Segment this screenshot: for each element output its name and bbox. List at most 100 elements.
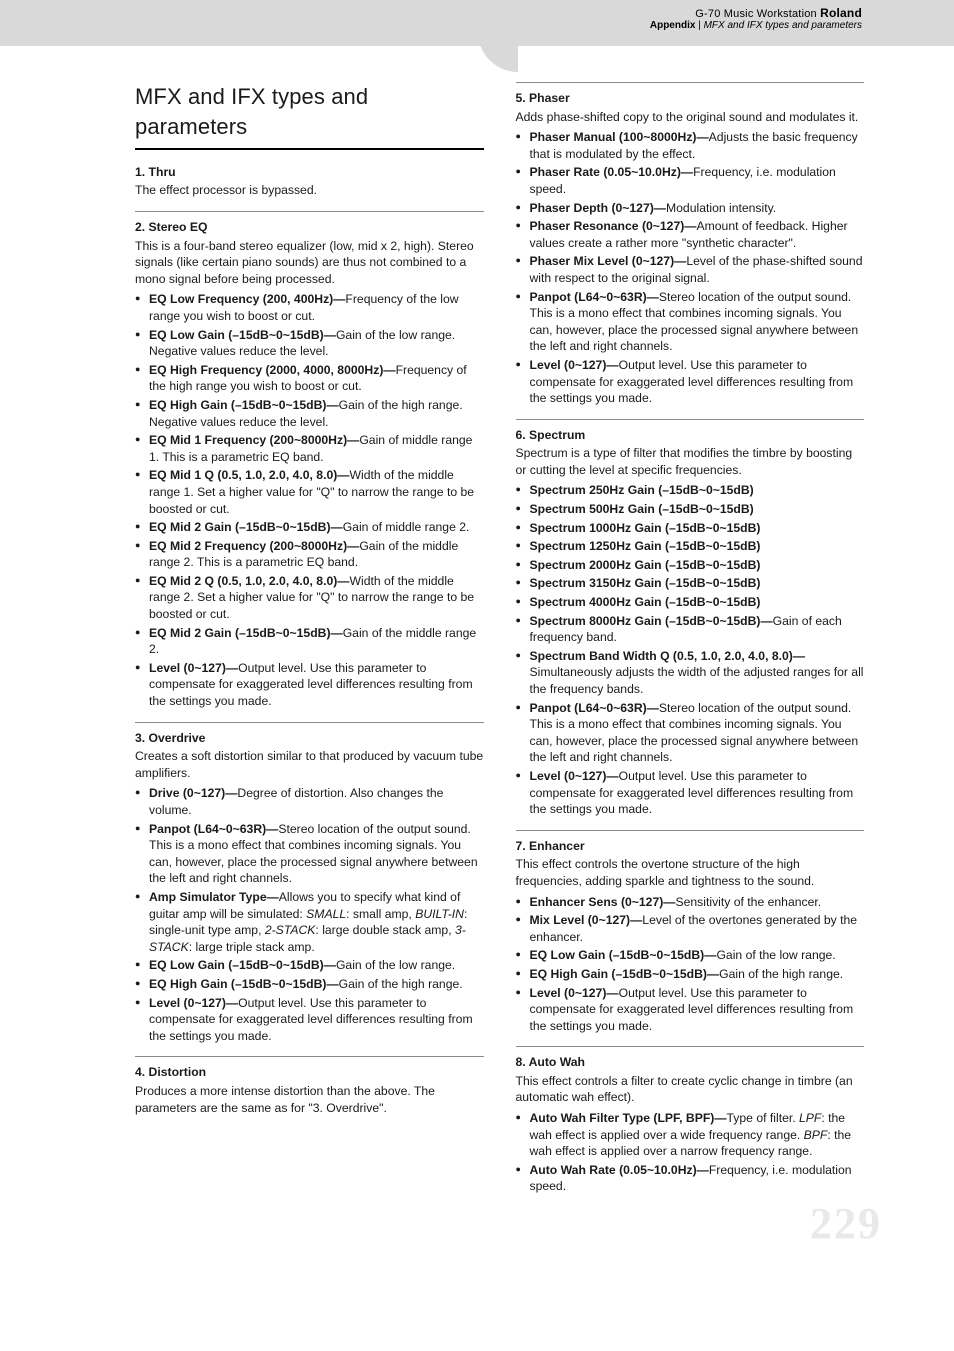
section-title: 6. Spectrum xyxy=(516,427,865,444)
param-item: Amp Simulator Type—Allows you to specify… xyxy=(135,889,484,955)
section-intro: The effect processor is bypassed. xyxy=(135,182,484,199)
param-item: EQ High Frequency (2000, 4000, 8000Hz)—F… xyxy=(135,362,484,395)
param-list: Spectrum 250Hz Gain (–15dB~0~15dB) Spectr… xyxy=(516,482,865,817)
param-name: EQ Mid 2 Gain (–15dB~0~15dB)— xyxy=(149,626,343,640)
param-item: Panpot (L64~0~63R)—Stereo location of th… xyxy=(516,289,865,355)
right-sections: 5. PhaserAdds phase-shifted copy to the … xyxy=(516,90,865,1195)
param-name: EQ Low Frequency (200, 400Hz)— xyxy=(149,292,345,306)
param-name: Phaser Depth (0~127)— xyxy=(530,201,667,215)
section-intro: This is a four-band stereo equalizer (lo… xyxy=(135,238,484,288)
param-item: EQ Mid 2 Q (0.5, 1.0, 2.0, 4.0, 8.0)—Wid… xyxy=(135,573,484,623)
param-item: Spectrum 4000Hz Gain (–15dB~0~15dB) xyxy=(516,594,865,611)
param-name: Spectrum Band Width Q (0.5, 1.0, 2.0, 4.… xyxy=(530,649,806,663)
param-desc: Simultaneously adjusts the width of the … xyxy=(530,665,864,696)
param-desc: Gain of the low range. xyxy=(336,958,455,972)
param-item: EQ Mid 2 Gain (–15dB~0~15dB)—Gain of mid… xyxy=(135,519,484,536)
param-name: EQ High Gain (–15dB~0~15dB)— xyxy=(149,977,339,991)
param-item: EQ Mid 1 Q (0.5, 1.0, 2.0, 4.0, 8.0)—Wid… xyxy=(135,467,484,517)
param-item: EQ Mid 2 Gain (–15dB~0~15dB)—Gain of the… xyxy=(135,625,484,658)
param-desc: Gain of middle range 2. xyxy=(343,520,470,534)
param-name: Level (0~127)— xyxy=(149,996,238,1010)
param-name: EQ High Frequency (2000, 4000, 8000Hz)— xyxy=(149,363,396,377)
header-product: G-70 Music Workstation xyxy=(695,8,817,20)
param-name: Spectrum 8000Hz Gain (–15dB~0~15dB)— xyxy=(530,614,773,628)
param-item: Panpot (L64~0~63R)—Stereo location of th… xyxy=(516,700,865,766)
section-s8: 8. Auto Wah This effect controls a filter… xyxy=(516,1054,865,1195)
param-name: EQ High Gain (–15dB~0~15dB)— xyxy=(149,398,339,412)
param-name: EQ Mid 2 Q (0.5, 1.0, 2.0, 4.0, 8.0)— xyxy=(149,574,350,588)
param-item: Auto Wah Filter Type (LPF, BPF)—Type of … xyxy=(516,1110,865,1160)
param-name: EQ Mid 2 Frequency (200~8000Hz)— xyxy=(149,539,359,553)
param-desc: Gain of the low range. xyxy=(716,948,835,962)
param-item: EQ High Gain (–15dB~0~15dB)—Gain of the … xyxy=(516,966,865,983)
param-name: Spectrum 3150Hz Gain (–15dB~0~15dB) xyxy=(530,576,761,590)
param-list: Drive (0~127)—Degree of distortion. Also… xyxy=(135,785,484,1044)
param-item: Level (0~127)—Output level. Use this par… xyxy=(135,995,484,1045)
section-divider xyxy=(135,211,484,212)
param-item: Auto Wah Rate (0.05~10.0Hz)—Frequency, i… xyxy=(516,1162,865,1195)
param-item: Spectrum 8000Hz Gain (–15dB~0~15dB)—Gain… xyxy=(516,613,865,646)
param-name: EQ High Gain (–15dB~0~15dB)— xyxy=(530,967,720,981)
param-item: Phaser Mix Level (0~127)—Level of the ph… xyxy=(516,253,865,286)
param-item: EQ Low Gain (–15dB~0~15dB)—Gain of the l… xyxy=(516,947,865,964)
header-text: G-70 Music Workstation Roland Appendix |… xyxy=(650,6,862,31)
param-name: Level (0~127)— xyxy=(530,986,619,1000)
section-intro: Creates a soft distortion similar to tha… xyxy=(135,748,484,781)
param-desc: Modulation intensity. xyxy=(666,201,776,215)
param-desc: Gain of the high range. xyxy=(719,967,843,981)
param-name: Auto Wah Rate (0.05~10.0Hz)— xyxy=(530,1163,709,1177)
section-title: 2. Stereo EQ xyxy=(135,219,484,236)
param-name: EQ Low Gain (–15dB~0~15dB)— xyxy=(149,328,336,342)
param-name: Level (0~127)— xyxy=(530,358,619,372)
section-title: 4. Distortion xyxy=(135,1064,484,1081)
param-item: EQ Low Gain (–15dB~0~15dB)—Gain of the l… xyxy=(135,327,484,360)
param-item: Spectrum 250Hz Gain (–15dB~0~15dB) xyxy=(516,482,865,499)
page-root: G-70 Music Workstation Roland Appendix |… xyxy=(0,0,954,1267)
section-s6: 6. SpectrumSpectrum is a type of filter … xyxy=(516,427,865,818)
section-intro: Spectrum is a type of filter that modifi… xyxy=(516,445,865,478)
section-title: 8. Auto Wah xyxy=(516,1054,865,1071)
param-item: Mix Level (0~127)—Level of the overtones… xyxy=(516,912,865,945)
param-item: Level (0~127)—Output level. Use this par… xyxy=(516,985,865,1035)
param-name: Mix Level (0~127)— xyxy=(530,913,643,927)
param-name: Amp Simulator Type— xyxy=(149,890,279,904)
section-divider xyxy=(135,1056,484,1057)
param-item: Level (0~127)—Output level. Use this par… xyxy=(516,768,865,818)
section-intro: Adds phase-shifted copy to the original … xyxy=(516,109,865,126)
param-item: Spectrum 1000Hz Gain (–15dB~0~15dB) xyxy=(516,520,865,537)
header-band: G-70 Music Workstation Roland Appendix |… xyxy=(0,0,954,46)
param-item: EQ Mid 2 Frequency (200~8000Hz)—Gain of … xyxy=(135,538,484,571)
param-name: EQ Mid 1 Frequency (200~8000Hz)— xyxy=(149,433,359,447)
left-sections: 1. ThruThe effect processor is bypassed.… xyxy=(135,164,484,1116)
param-item: Spectrum 500Hz Gain (–15dB~0~15dB) xyxy=(516,501,865,518)
param-name: EQ Low Gain (–15dB~0~15dB)— xyxy=(530,948,717,962)
param-name: Panpot (L64~0~63R)— xyxy=(149,822,278,836)
left-column: MFX and IFX types and parameters 1. Thru… xyxy=(135,82,484,1207)
param-name: Spectrum 1000Hz Gain (–15dB~0~15dB) xyxy=(530,521,761,535)
section-title: 3. Overdrive xyxy=(135,730,484,747)
param-name: Spectrum 4000Hz Gain (–15dB~0~15dB) xyxy=(530,595,761,609)
param-name: Phaser Mix Level (0~127)— xyxy=(530,254,687,268)
param-name: Panpot (L64~0~63R)— xyxy=(530,290,659,304)
param-item: EQ Low Gain (–15dB~0~15dB)—Gain of the l… xyxy=(135,957,484,974)
param-desc: Sensitivity of the enhancer. xyxy=(675,895,821,909)
param-name: Spectrum 2000Hz Gain (–15dB~0~15dB) xyxy=(530,558,761,572)
param-item: Spectrum Band Width Q (0.5, 1.0, 2.0, 4.… xyxy=(516,648,865,698)
param-list: EQ Low Frequency (200, 400Hz)—Frequency … xyxy=(135,291,484,709)
param-item: Phaser Rate (0.05~10.0Hz)—Frequency, i.e… xyxy=(516,164,865,197)
header-product-line: G-70 Music Workstation Roland xyxy=(650,6,862,20)
param-item: Phaser Manual (100~8000Hz)—Adjusts the b… xyxy=(516,129,865,162)
section-s1: 1. ThruThe effect processor is bypassed. xyxy=(135,164,484,199)
section-divider xyxy=(516,830,865,831)
param-name: EQ Low Gain (–15dB~0~15dB)— xyxy=(149,958,336,972)
page-number: 229 xyxy=(810,1198,882,1249)
param-item: Spectrum 2000Hz Gain (–15dB~0~15dB) xyxy=(516,557,865,574)
section-s7: 7. EnhancerThis effect controls the over… xyxy=(516,838,865,1035)
section-intro: This effect controls the overtone struct… xyxy=(516,856,865,889)
section-intro: This effect controls a filter to create … xyxy=(516,1073,865,1106)
param-item: Level (0~127)—Output level. Use this par… xyxy=(516,357,865,407)
section-intro: Produces a more intense distortion than … xyxy=(135,1083,484,1116)
param-name: Phaser Manual (100~8000Hz)— xyxy=(530,130,709,144)
param-item: EQ High Gain (–15dB~0~15dB)—Gain of the … xyxy=(135,976,484,993)
param-name: Level (0~127)— xyxy=(149,661,238,675)
